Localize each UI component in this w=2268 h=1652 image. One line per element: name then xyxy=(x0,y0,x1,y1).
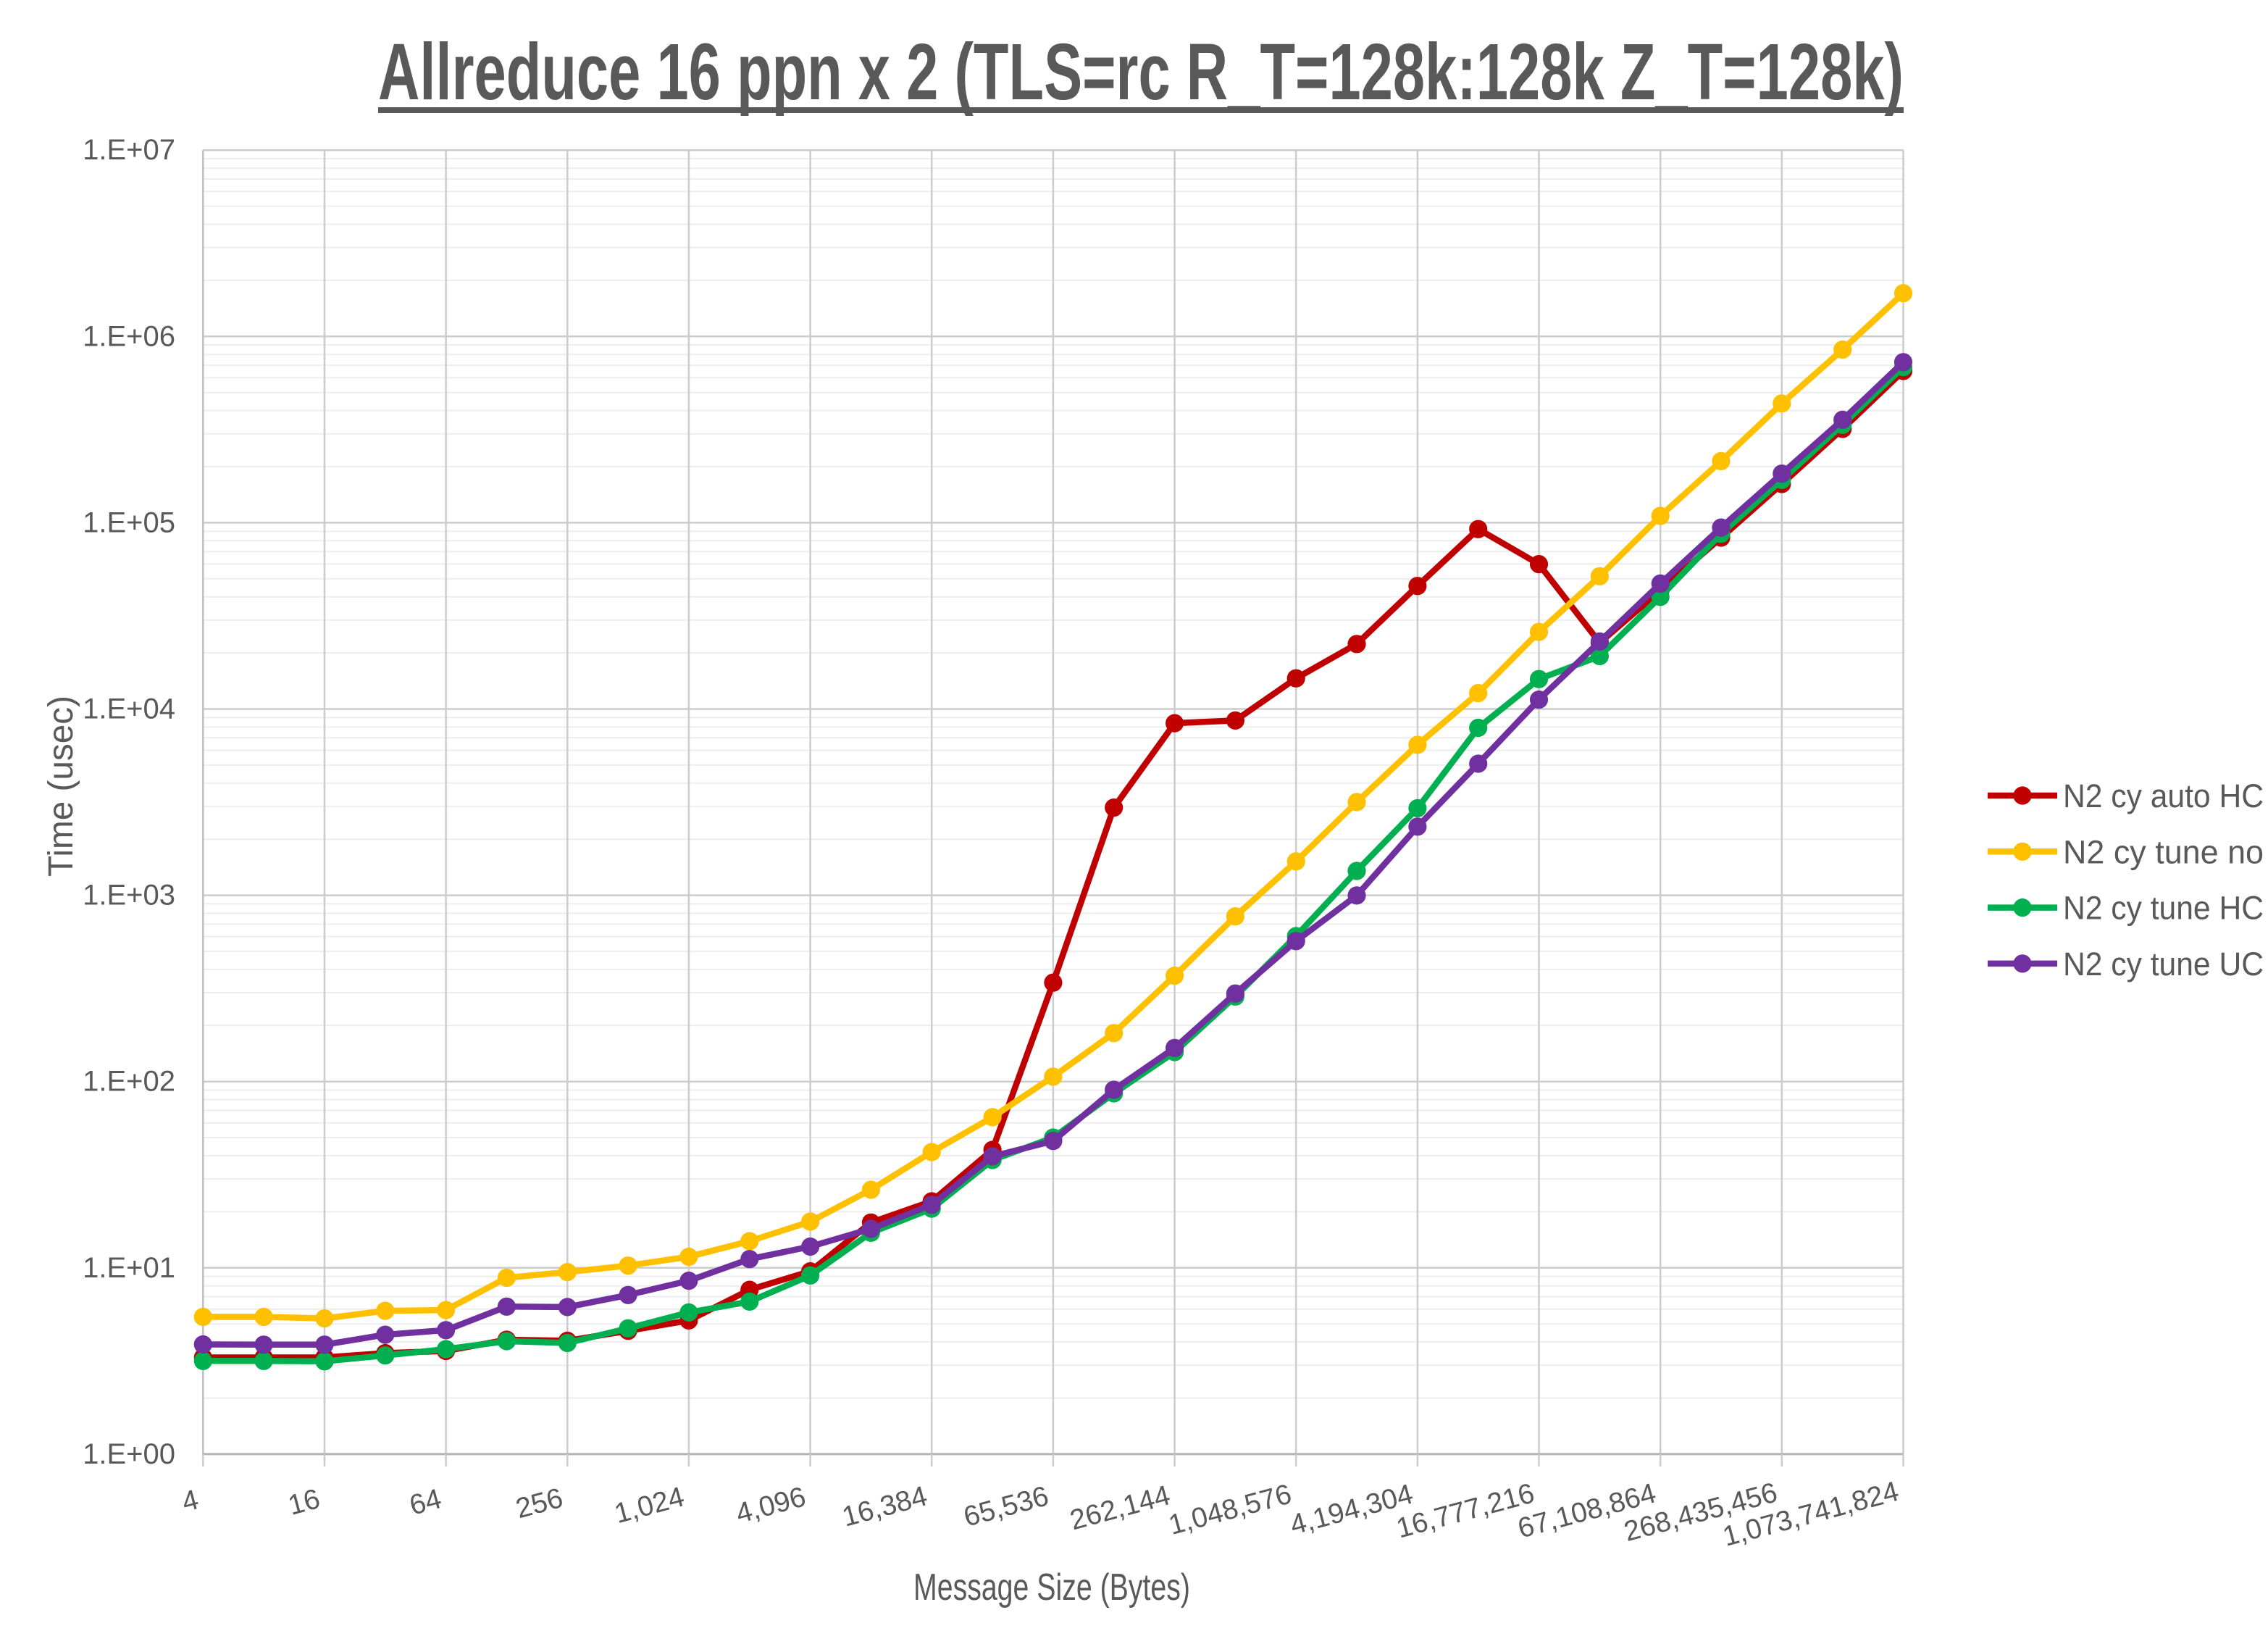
svg-text:Message Size (Bytes): Message Size (Bytes) xyxy=(913,1567,1190,1609)
svg-text:1.E+06: 1.E+06 xyxy=(83,320,175,352)
svg-text:N2 cy tune no: N2 cy tune no xyxy=(2063,833,2264,870)
svg-text:N2 cy auto HC: N2 cy auto HC xyxy=(2063,777,2264,814)
svg-text:1.E+01: 1.E+01 xyxy=(83,1252,175,1284)
svg-text:1.E+04: 1.E+04 xyxy=(83,693,175,725)
svg-text:1.E+05: 1.E+05 xyxy=(83,506,175,538)
svg-text:Time (usec): Time (usec) xyxy=(42,696,80,877)
svg-text:1.E+02: 1.E+02 xyxy=(83,1066,175,1098)
svg-text:1.E+07: 1.E+07 xyxy=(83,134,175,166)
svg-text:N2 cy tune HC: N2 cy tune HC xyxy=(2063,890,2264,927)
svg-text:1.E+00: 1.E+00 xyxy=(83,1438,175,1470)
svg-text:1.E+03: 1.E+03 xyxy=(83,880,175,911)
svg-text:Allreduce 16 ppn x 2 (TLS=rc R: Allreduce 16 ppn x 2 (TLS=rc R_T=128k:12… xyxy=(378,28,1904,117)
svg-text:N2 cy tune UC: N2 cy tune UC xyxy=(2063,946,2264,983)
